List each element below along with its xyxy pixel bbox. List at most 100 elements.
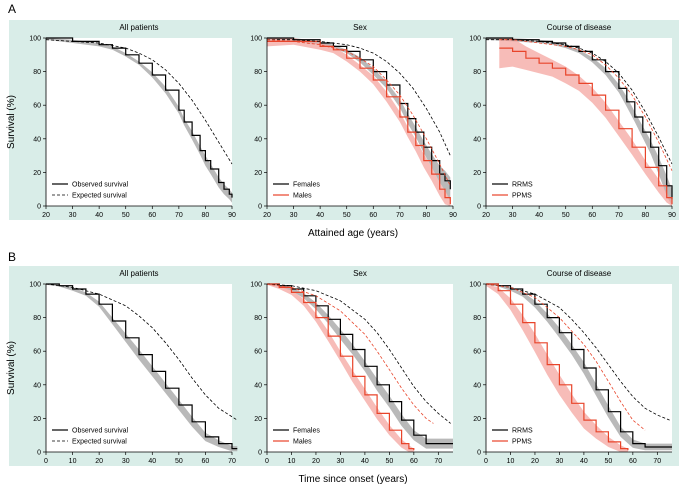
row-b-x-axis-label: Time since onset (years) [298, 474, 407, 485]
legend-label: RRMS [512, 182, 533, 189]
x-tick-label: 40 [361, 458, 369, 465]
x-tick-label: 30 [122, 458, 130, 465]
y-tick-label: 20 [33, 416, 41, 423]
x-tick-label: 80 [423, 212, 431, 219]
series-line-females-expected [267, 39, 451, 156]
series-line-expected-survival [45, 39, 233, 165]
series-line-males-expected [266, 39, 451, 186]
series-line-ppms [486, 283, 629, 451]
y-tick-label: 0 [37, 204, 41, 211]
series-line-females-expected [266, 283, 451, 424]
y-tick-label: 100 [29, 282, 41, 289]
x-tick-label: 20 [531, 458, 539, 465]
y-tick-label: 60 [473, 349, 481, 356]
legend-label: Females [293, 182, 320, 189]
plot-area [46, 38, 232, 206]
y-tick-label: 20 [254, 170, 262, 177]
y-tick-label: 20 [254, 416, 262, 423]
x-tick-label: 30 [337, 458, 345, 465]
x-tick-label: 30 [290, 212, 298, 219]
x-tick-label: 20 [263, 212, 271, 219]
x-tick-label: 60 [410, 458, 418, 465]
x-tick-label: 0 [44, 458, 48, 465]
x-tick-label: 60 [202, 458, 210, 465]
panel-b3: Course of disease 0 20 40 60 80 100 0 10 20 30 40 50… [469, 269, 672, 465]
legend-label: Males [293, 439, 312, 446]
row-a-x-axis-label: Attained age (years) [308, 228, 398, 239]
y-tick-label: 80 [473, 69, 481, 76]
y-tick-label: 40 [473, 136, 481, 143]
panel-title: Course of disease [547, 23, 612, 32]
y-tick-label: 0 [258, 450, 262, 457]
row-label-a: A [8, 2, 16, 16]
x-tick-label: 30 [69, 212, 77, 219]
legend-label: Females [293, 428, 320, 435]
x-tick-label: 80 [202, 212, 210, 219]
legend-label: Males [293, 193, 312, 200]
legend-label: Expected survival [72, 193, 127, 200]
panel-title: Course of disease [547, 269, 612, 278]
y-tick-label: 0 [477, 450, 481, 457]
y-tick-label: 100 [469, 36, 481, 43]
x-tick-label: 70 [228, 458, 236, 465]
y-tick-label: 20 [473, 416, 481, 423]
panel-title: All patients [119, 269, 158, 278]
x-tick-label: 70 [396, 212, 404, 219]
series-line-observed-survival [46, 283, 238, 450]
x-tick-label: 80 [642, 212, 650, 219]
y-tick-label: 40 [254, 382, 262, 389]
y-tick-label: 80 [473, 315, 481, 322]
y-tick-label: 100 [250, 282, 262, 289]
x-tick-label: 40 [535, 212, 543, 219]
x-tick-label: 60 [148, 212, 156, 219]
y-tick-label: 40 [33, 382, 41, 389]
y-tick-label: 80 [33, 315, 41, 322]
y-tick-label: 60 [254, 103, 262, 110]
x-tick-label: 70 [615, 212, 623, 219]
y-tick-label: 0 [258, 204, 262, 211]
x-tick-label: 30 [556, 458, 564, 465]
series-line-expected-survival [45, 283, 238, 421]
legend-label: Observed survival [72, 182, 128, 189]
series-line-males-expected [266, 283, 434, 424]
x-tick-label: 40 [580, 458, 588, 465]
series-line-ppms-expected [499, 39, 673, 171]
x-tick-label: 90 [228, 212, 236, 219]
row-a-y-axis-label: Survival (%) [6, 95, 17, 149]
panel-title: Sex [353, 23, 367, 32]
series-line-rrms [486, 283, 672, 448]
x-tick-label: 20 [312, 458, 320, 465]
x-tick-label: 0 [484, 458, 488, 465]
ci-band-ppms [486, 284, 628, 452]
x-tick-label: 60 [588, 212, 596, 219]
x-tick-label: 60 [629, 458, 637, 465]
series-line-ppms [499, 47, 673, 205]
row-label-b: B [8, 250, 16, 264]
x-tick-label: 70 [653, 458, 661, 465]
y-tick-label: 40 [33, 136, 41, 143]
ci-band-rrms [486, 38, 672, 206]
y-tick-label: 40 [254, 136, 262, 143]
legend-label: PPMS [512, 439, 532, 446]
panel-b2: Sex 0 20 40 60 80 100 0 10 20 30 40 50 60 70 Females Mal… [250, 269, 453, 465]
y-tick-label: 100 [250, 36, 262, 43]
panel-title: Sex [353, 269, 367, 278]
plot-area [46, 284, 232, 452]
series-line-rrms-expected [486, 39, 673, 165]
x-tick-label: 50 [385, 458, 393, 465]
panel-b1: All patients 0 20 40 60 80 100 0 10 20 30 40 50 60 70 O… [29, 269, 238, 465]
x-tick-label: 90 [449, 212, 457, 219]
series-line-rrms [486, 37, 673, 200]
legend-label: RRMS [512, 428, 533, 435]
x-tick-label: 60 [369, 212, 377, 219]
x-tick-label: 0 [265, 458, 269, 465]
legend-label: PPMS [512, 193, 532, 200]
y-tick-label: 60 [473, 103, 481, 110]
x-tick-label: 10 [507, 458, 515, 465]
x-tick-label: 20 [95, 458, 103, 465]
plot-area [267, 284, 453, 452]
row-b-y-axis-label: Survival (%) [6, 341, 17, 395]
